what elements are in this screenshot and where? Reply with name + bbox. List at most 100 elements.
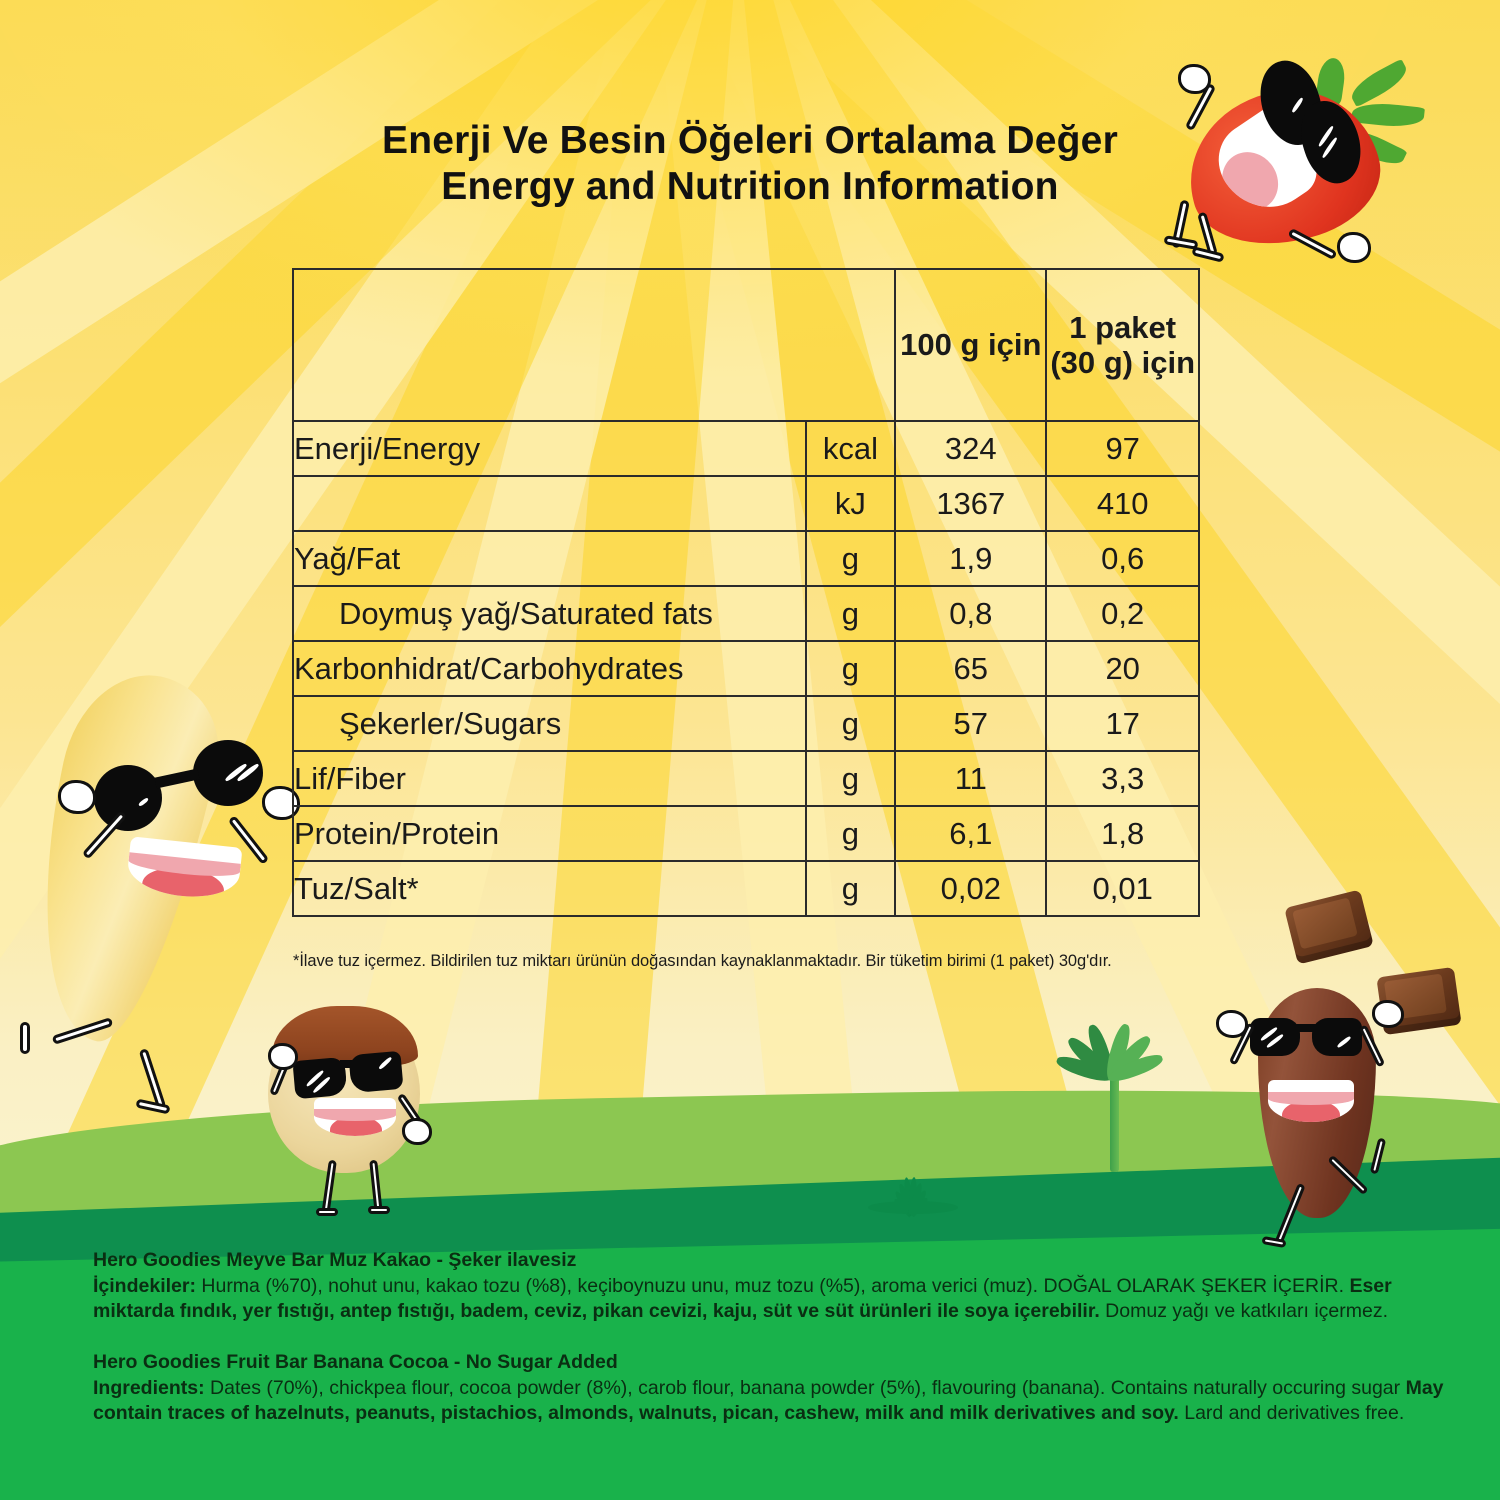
- row-label: Tuz/Salt*: [292, 860, 807, 917]
- row-value-per-package: 0,6: [1045, 530, 1200, 587]
- row-value-per-100g: 65: [894, 640, 1048, 697]
- hazelnut-tongue: [330, 1116, 382, 1136]
- row-value-per-package: 3,3: [1045, 750, 1200, 807]
- row-value-per-100g: 0,02: [894, 860, 1048, 917]
- table-row: Yağ/Fat g 1,9 0,6: [292, 530, 1200, 587]
- row-unit: kJ: [804, 475, 897, 532]
- cocoa-lip: [1268, 1092, 1354, 1105]
- table-row: Karbonhidrat/Carbohydrates g 65 20: [292, 640, 1200, 697]
- row-label: Protein/Protein: [292, 805, 807, 862]
- table-row: Enerji/Energy kcal 324 97: [292, 420, 1200, 477]
- ingredients-english: Ingredients: Dates (70%), chickpea flour…: [93, 1376, 1453, 1426]
- allergen-bold-turkish: Eser miktarda fındık, yer fıstığı, antep…: [93, 1274, 1392, 1322]
- table-row: Protein/Protein g 6,1 1,8: [292, 805, 1200, 862]
- row-label: Lif/Fiber: [292, 750, 807, 807]
- table-row: Tuz/Salt* g 0,02 0,01: [292, 860, 1200, 917]
- row-value-per-package: 97: [1045, 420, 1200, 477]
- ingredients-list-turkish: Hurma (%70), nohut unu, kakao tozu (%8),…: [195, 1274, 1345, 1297]
- row-value-per-100g: 6,1: [894, 805, 1048, 862]
- header-per-100g: 100 g için: [894, 268, 1048, 422]
- nutrition-table-head: 100 g için 1 paket (30 g) için: [291, 268, 1200, 422]
- strawberry-hand: [1337, 232, 1371, 263]
- row-value-per-100g: 324: [894, 420, 1048, 477]
- cocoa-hand: [1372, 1000, 1404, 1028]
- row-label: Doymuş yağ/Saturated fats: [292, 585, 807, 642]
- row-label: Yağ/Fat: [292, 530, 807, 587]
- salt-footnote: *İlave tuz içermez. Bildirilen tuz mikta…: [293, 952, 1112, 970]
- row-value-per-package: 0,2: [1045, 585, 1200, 642]
- row-unit: g: [804, 805, 897, 862]
- strawberry-hand: [1178, 64, 1211, 94]
- palm-tree-icon: [1054, 1022, 1170, 1180]
- table-row: Lif/Fiber g 11 3,3: [292, 750, 1200, 807]
- lens-shine: [378, 1056, 393, 1071]
- row-unit: g: [804, 640, 897, 697]
- row-label: Enerji/Energy: [292, 420, 807, 477]
- row-value-per-100g: 0,8: [894, 585, 1048, 642]
- header-per-package-line1: 1 paket: [1069, 309, 1177, 345]
- row-value-per-100g: 1367: [894, 475, 1048, 532]
- cocoa-hand: [1216, 1010, 1248, 1038]
- row-unit: g: [804, 750, 897, 807]
- cocoa-mouth: [1268, 1080, 1354, 1122]
- row-unit: g: [804, 585, 897, 642]
- hazelnut-hand: [268, 1043, 298, 1070]
- nutrition-table-body: Enerji/Energy kcal 324 97 kJ 1367 410 Yağ/Fat g 1…: [292, 420, 1200, 917]
- ingredients-label-english: Ingredients:: [93, 1376, 205, 1399]
- product-name-english: Hero Goodies Fruit Bar Banana Cocoa - No…: [93, 1350, 618, 1373]
- row-value-per-100g: 11: [894, 750, 1048, 807]
- table-row: Doymuş yağ/Saturated fats g 0,8 0,2: [292, 585, 1200, 642]
- sunglasses-lens-right: [1312, 1018, 1362, 1056]
- sunglasses-lens-right: [193, 740, 263, 806]
- allergen-rest-turkish: Domuz yağı ve katkıları içermez.: [1099, 1299, 1389, 1322]
- ingredients-block: Hero Goodies Meyve Bar Muz Kakao - Şeker…: [93, 1248, 1453, 1426]
- page-title: Enerji Ve Besin Öğeleri Ortalama Değer E…: [0, 118, 1500, 210]
- lens-shine: [137, 797, 150, 807]
- table-row: Şekerler/Sugars g 57 17: [292, 695, 1200, 752]
- lens-shine: [1291, 96, 1304, 114]
- sunglasses-bridge: [1296, 1024, 1316, 1032]
- hazelnut-mouth: [314, 1098, 396, 1136]
- header-blank: [291, 268, 897, 422]
- title-english: Energy and Nutrition Information: [441, 165, 1059, 209]
- title-turkish: Enerji Ve Besin Öğeleri Ortalama Değer: [382, 119, 1118, 162]
- row-value-per-package: 410: [1045, 475, 1200, 532]
- header-per-package: 1 paket (30 g) için: [1045, 268, 1200, 422]
- product-name-turkish: Hero Goodies Meyve Bar Muz Kakao - Şeker…: [93, 1249, 577, 1271]
- row-value-per-package: 1,8: [1045, 805, 1200, 862]
- row-value-per-100g: 57: [894, 695, 1048, 752]
- nutrition-table: 100 g için 1 paket (30 g) için Enerji/En…: [291, 268, 1200, 917]
- row-unit: g: [804, 695, 897, 752]
- banana-hand: [58, 780, 96, 814]
- table-row: kJ 1367 410: [292, 475, 1200, 532]
- sunglasses-lens-left: [94, 765, 162, 831]
- ingredients-spacer: [93, 1324, 1453, 1350]
- hazelnut-foot: [316, 1208, 338, 1216]
- ingredients-label-turkish: İçindekiler:: [93, 1274, 196, 1297]
- row-unit: g: [804, 530, 897, 587]
- sunglasses-lens-right: [348, 1050, 404, 1094]
- row-label: Karbonhidrat/Carbohydrates: [292, 640, 807, 697]
- row-value-per-100g: 1,9: [894, 530, 1048, 587]
- allergen-bold-english: May contain traces of hazelnuts, peanuts…: [93, 1376, 1444, 1424]
- cocoa-tongue: [1282, 1100, 1340, 1122]
- palm-trunk: [1110, 1072, 1119, 1172]
- hazelnut-foot: [368, 1206, 390, 1214]
- sunglasses-lens-left: [1250, 1018, 1300, 1056]
- grass-bush-icon: [862, 1172, 962, 1217]
- row-label: [292, 475, 807, 532]
- row-unit: g: [804, 860, 897, 917]
- ingredients-turkish: İçindekiler: Hurma (%70), nohut unu, kak…: [93, 1274, 1453, 1324]
- table-header-row: 100 g için 1 paket (30 g) için: [291, 268, 1200, 422]
- row-unit: kcal: [804, 420, 897, 477]
- row-value-per-package: 20: [1045, 640, 1200, 697]
- row-value-per-package: 0,01: [1045, 860, 1200, 917]
- ingredients-list-english: Dates (70%), chickpea flour, cocoa powde…: [204, 1376, 1406, 1399]
- banana-foot: [20, 1022, 30, 1054]
- lens-shine: [1336, 1035, 1352, 1049]
- row-value-per-package: 17: [1045, 695, 1200, 752]
- sunglasses-bridge: [340, 1060, 358, 1068]
- row-label: Şekerler/Sugars: [292, 695, 807, 752]
- allergen-rest-english: Lard and derivatives free.: [1178, 1401, 1405, 1424]
